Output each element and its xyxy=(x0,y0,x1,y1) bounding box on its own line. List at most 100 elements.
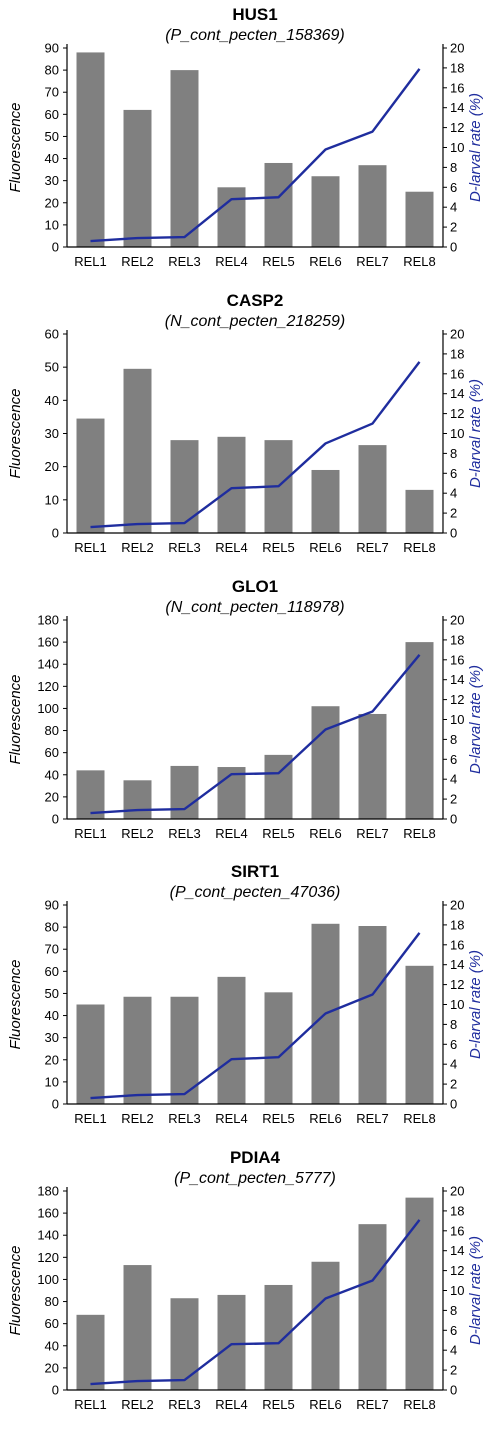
y-tick-label: 120 xyxy=(37,1250,59,1265)
x-tick-label: REL6 xyxy=(309,1111,341,1126)
bar-rel2 xyxy=(124,997,152,1104)
x-tick-label: REL1 xyxy=(74,254,106,269)
y2-axis-label: D-larval rate (%) xyxy=(467,379,484,488)
y2-tick-label: 10 xyxy=(450,426,464,441)
chart-subtitle: (P_cont_pecten_5777) xyxy=(174,1170,336,1187)
y-tick-label: 0 xyxy=(52,811,59,826)
y2-tick-label: 20 xyxy=(450,40,464,55)
x-tick-label: REL7 xyxy=(356,826,388,841)
y2-tick-label: 12 xyxy=(450,1263,464,1278)
y-tick-label: 20 xyxy=(45,1052,59,1067)
y2-tick-label: 18 xyxy=(450,632,464,647)
bar-rel5 xyxy=(264,1285,292,1390)
y-tick-label: 0 xyxy=(52,1382,59,1397)
y-tick-label: 180 xyxy=(37,612,59,627)
bar-rel2 xyxy=(124,780,152,819)
y2-tick-label: 6 xyxy=(450,1323,457,1338)
x-tick-label: REL3 xyxy=(168,826,200,841)
y-tick-label: 60 xyxy=(45,1316,59,1331)
y-tick-label: 140 xyxy=(37,657,59,672)
y-tick-label: 40 xyxy=(45,767,59,782)
x-tick-label: REL2 xyxy=(121,826,153,841)
bar-rel7 xyxy=(358,445,386,533)
bar-rel1 xyxy=(77,419,105,533)
y-tick-label: 40 xyxy=(45,1008,59,1023)
x-tick-label: REL4 xyxy=(215,1397,247,1412)
bar-rel3 xyxy=(171,1298,199,1390)
y-tick-label: 40 xyxy=(45,151,59,166)
x-tick-label: REL7 xyxy=(356,1111,388,1126)
bar-rel4 xyxy=(218,1295,246,1390)
chart-sirt1: SIRT1(P_cont_pecten_47036)01020304050607… xyxy=(0,857,493,1143)
y-tick-label: 120 xyxy=(37,679,59,694)
y-tick-label: 100 xyxy=(37,701,59,716)
bar-rel4 xyxy=(218,187,246,247)
y2-tick-label: 2 xyxy=(450,220,457,235)
bar-rel2 xyxy=(124,369,152,533)
y-tick-label: 20 xyxy=(45,195,59,210)
y-tick-label: 80 xyxy=(45,63,59,78)
x-tick-label: REL8 xyxy=(403,1111,435,1126)
y2-tick-label: 14 xyxy=(450,100,464,115)
y2-tick-label: 18 xyxy=(450,917,464,932)
y-tick-label: 40 xyxy=(45,1338,59,1353)
chart-title: CASP2 xyxy=(227,291,284,310)
x-tick-label: REL5 xyxy=(262,826,294,841)
x-tick-label: REL8 xyxy=(403,254,435,269)
y-axis-label: Fluorescence xyxy=(7,1246,24,1336)
y2-tick-label: 0 xyxy=(450,525,457,540)
y2-tick-label: 14 xyxy=(450,957,464,972)
x-tick-label: REL3 xyxy=(168,540,200,555)
y2-tick-label: 4 xyxy=(450,486,457,501)
y2-tick-label: 4 xyxy=(450,1057,457,1072)
bar-rel6 xyxy=(311,176,339,247)
y-tick-label: 50 xyxy=(45,129,59,144)
x-tick-label: REL3 xyxy=(168,1111,200,1126)
y2-tick-label: 0 xyxy=(450,239,457,254)
y-tick-label: 180 xyxy=(37,1183,59,1198)
chart-hus1: HUS1(P_cont_pecten_158369)01020304050607… xyxy=(0,0,493,286)
y2-tick-label: 10 xyxy=(450,997,464,1012)
y-tick-label: 90 xyxy=(45,897,59,912)
y2-tick-label: 14 xyxy=(450,1243,464,1258)
y2-tick-label: 6 xyxy=(450,1037,457,1052)
y2-tick-label: 0 xyxy=(450,1382,457,1397)
chart-title: PDIA4 xyxy=(230,1148,281,1167)
y2-tick-label: 10 xyxy=(450,712,464,727)
x-tick-label: REL5 xyxy=(262,254,294,269)
y2-tick-label: 0 xyxy=(450,811,457,826)
y-tick-label: 0 xyxy=(52,1096,59,1111)
y2-tick-label: 8 xyxy=(450,160,457,175)
bar-rel5 xyxy=(264,163,292,247)
y2-tick-label: 20 xyxy=(450,612,464,627)
chart-subtitle: (P_cont_pecten_158369) xyxy=(165,27,345,44)
y2-tick-label: 18 xyxy=(450,60,464,75)
y2-tick-label: 20 xyxy=(450,897,464,912)
y2-tick-label: 8 xyxy=(450,1017,457,1032)
bar-rel3 xyxy=(171,766,199,819)
y2-tick-label: 16 xyxy=(450,366,464,381)
bar-rel6 xyxy=(311,1262,339,1390)
bar-rel6 xyxy=(311,470,339,533)
y-axis-label: Fluorescence xyxy=(7,389,24,479)
y2-tick-label: 20 xyxy=(450,1183,464,1198)
x-tick-label: REL5 xyxy=(262,1111,294,1126)
y-tick-label: 80 xyxy=(45,1294,59,1309)
y2-tick-label: 16 xyxy=(450,80,464,95)
y-tick-label: 30 xyxy=(45,173,59,188)
bar-rel2 xyxy=(124,110,152,247)
y2-tick-label: 18 xyxy=(450,1203,464,1218)
x-tick-label: REL2 xyxy=(121,254,153,269)
y2-tick-label: 8 xyxy=(450,1303,457,1318)
y2-tick-label: 6 xyxy=(450,180,457,195)
y2-tick-label: 12 xyxy=(450,692,464,707)
x-tick-label: REL3 xyxy=(168,1397,200,1412)
y2-tick-label: 2 xyxy=(450,1077,457,1092)
y2-tick-label: 8 xyxy=(450,732,457,747)
y2-tick-label: 16 xyxy=(450,652,464,667)
y2-tick-label: 18 xyxy=(450,346,464,361)
x-tick-label: REL3 xyxy=(168,254,200,269)
y-axis-label: Fluorescence xyxy=(7,960,24,1050)
y-tick-label: 20 xyxy=(45,1360,59,1375)
bar-rel4 xyxy=(218,437,246,533)
